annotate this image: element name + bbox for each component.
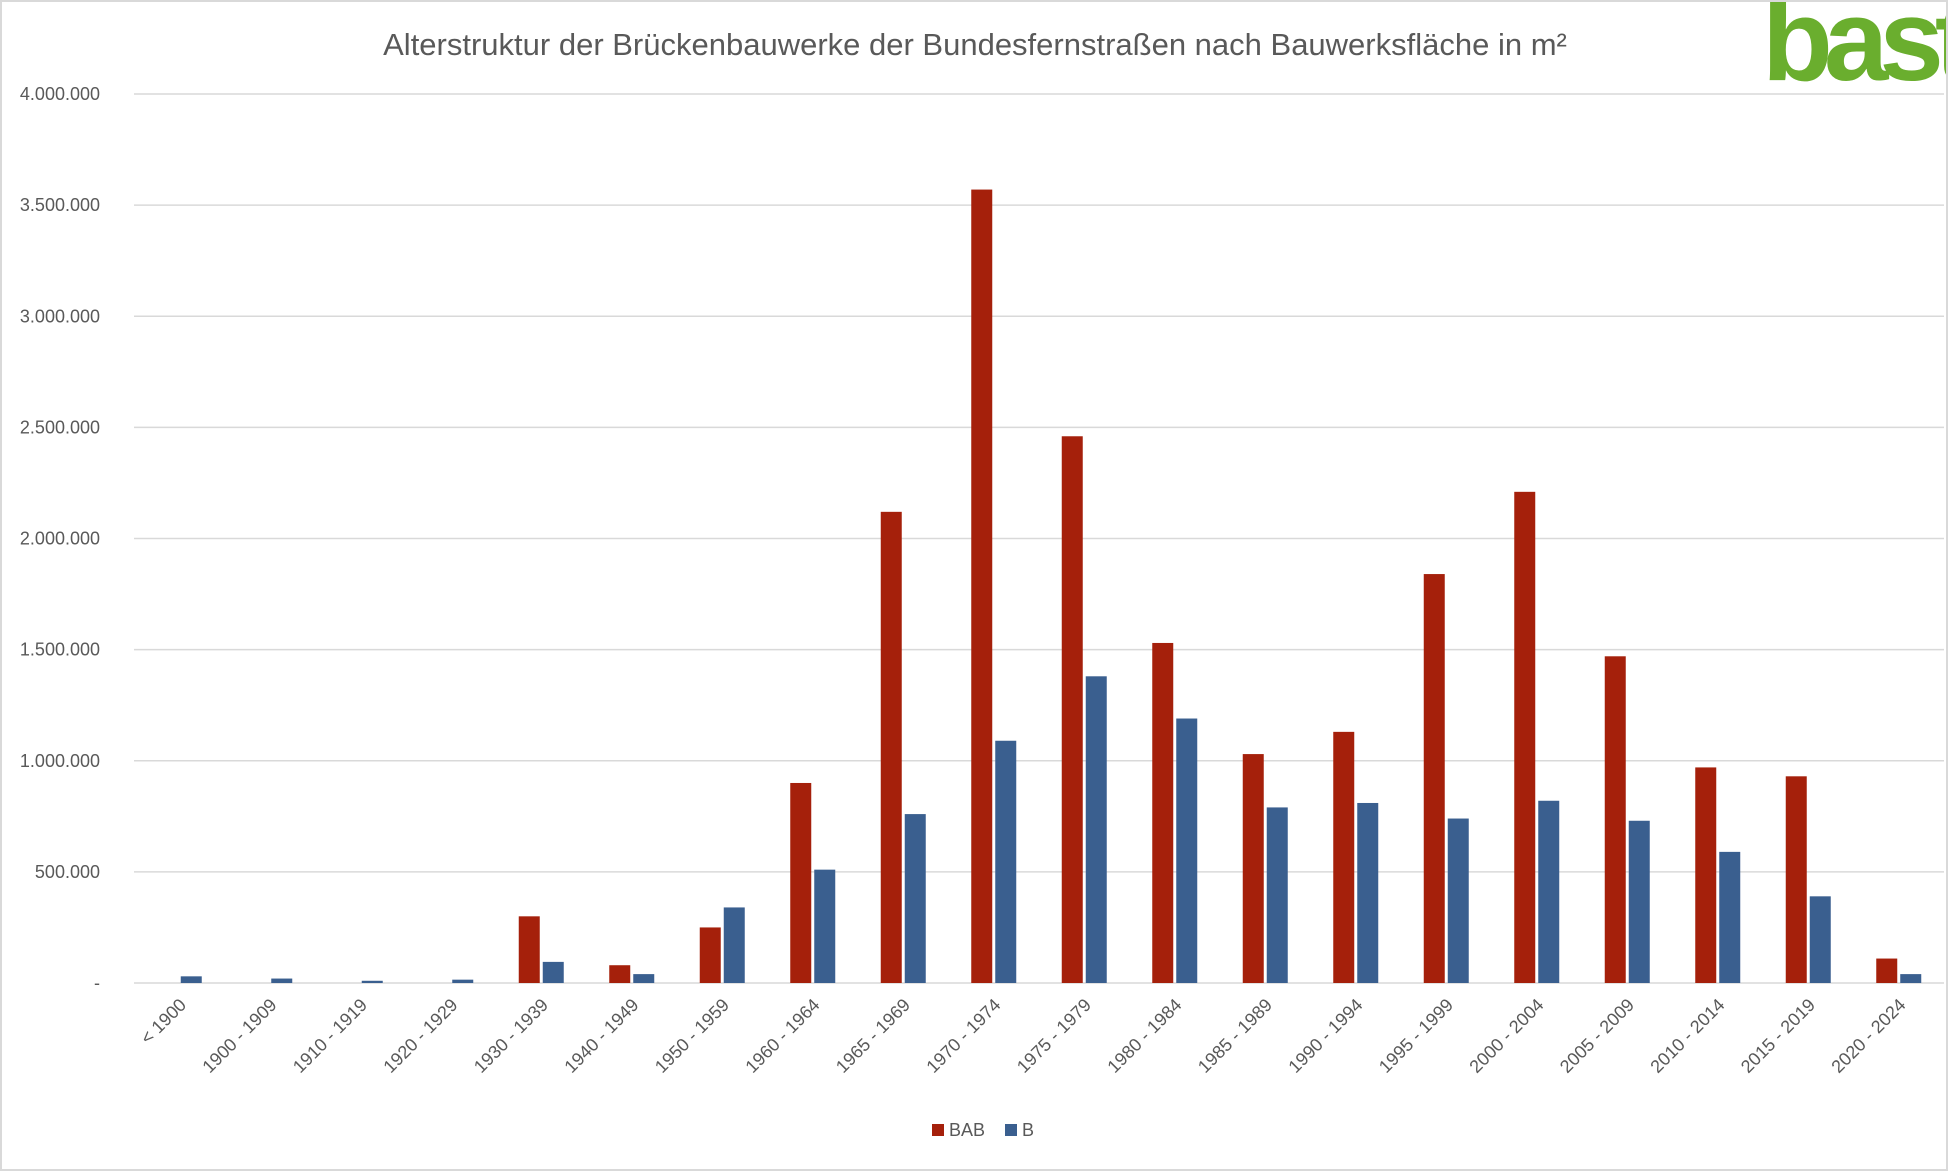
bar-bab-19	[1876, 958, 1898, 983]
bar-b-10	[1085, 676, 1107, 983]
bar-bab-13	[1333, 731, 1355, 983]
legend-label-bab: BAB	[949, 1120, 985, 1140]
x-tick-label: 1990 - 1994	[1284, 995, 1366, 1077]
gridlines	[134, 93, 1944, 984]
y-tick-label: 2.000.000	[20, 529, 100, 549]
bar-b-9	[995, 740, 1017, 983]
x-tick-label: 1920 - 1929	[379, 995, 461, 1077]
x-tick-label: 2000 - 2004	[1465, 995, 1547, 1077]
bar-bab-18	[1785, 776, 1807, 983]
legend-label-b: B	[1022, 1120, 1034, 1140]
bar-b-5	[633, 974, 655, 983]
x-tick-label: 1960 - 1964	[741, 995, 823, 1077]
bar-b-18	[1809, 896, 1831, 983]
x-tick-label: 1970 - 1974	[922, 995, 1004, 1077]
bar-bab-15	[1514, 491, 1536, 983]
y-tick-label: 1.500.000	[20, 640, 100, 660]
x-tick-label: 1910 - 1919	[289, 995, 371, 1077]
bar-b-16	[1628, 820, 1650, 983]
bar-b-1	[271, 978, 293, 983]
x-tick-label: 1930 - 1939	[470, 995, 552, 1077]
y-tick-label: 1.000.000	[20, 751, 100, 771]
bar-bab-14	[1423, 574, 1445, 983]
legend-swatch-bab	[932, 1124, 944, 1136]
bar-bab-6	[699, 927, 721, 983]
bar-b-6	[723, 907, 745, 983]
bar-b-13	[1357, 802, 1379, 983]
x-tick-label: 1975 - 1979	[1013, 995, 1095, 1077]
bar-b-19	[1900, 974, 1922, 983]
bars	[180, 189, 1922, 983]
bar-b-12	[1266, 807, 1288, 983]
bar-bab-12	[1242, 754, 1264, 983]
legend: BAB B	[932, 1120, 1034, 1140]
bar-bab-7	[790, 782, 812, 983]
x-tick-label: 1995 - 1999	[1375, 995, 1457, 1077]
y-tick-label: -	[94, 973, 100, 993]
bar-bab-11	[1152, 642, 1174, 983]
bar-bab-5	[609, 965, 631, 983]
x-tick-label: 2020 - 2024	[1827, 995, 1909, 1077]
y-tick-label: 3.000.000	[20, 306, 100, 326]
x-tick-label: 1900 - 1909	[198, 995, 280, 1077]
bar-b-0	[180, 976, 202, 983]
bar-b-7	[814, 869, 836, 983]
y-tick-label: 2.500.000	[20, 417, 100, 437]
bar-bab-17	[1695, 767, 1717, 983]
x-tick-label: 2015 - 2019	[1737, 995, 1819, 1077]
legend-swatch-b	[1005, 1124, 1017, 1136]
bar-b-14	[1447, 818, 1469, 983]
bar-b-4	[542, 961, 564, 983]
y-tick-label: 3.500.000	[20, 195, 100, 215]
x-tick-label: 1985 - 1989	[1194, 995, 1276, 1077]
y-tick-label: 4.000.000	[20, 84, 100, 104]
bar-bab-4	[518, 916, 540, 983]
y-axis-tick-labels: - 500.000 1.000.000 1.500.000 2.000.000 2.500…	[20, 84, 100, 993]
bar-bab-16	[1604, 656, 1626, 983]
x-tick-label: 1980 - 1984	[1103, 995, 1185, 1077]
x-axis-tick-labels: < 1900 1900 - 1909 1910 - 1919 1920 - 1929 1…	[137, 995, 1910, 1077]
x-tick-label: 2010 - 2014	[1646, 995, 1728, 1077]
bar-b-11	[1176, 718, 1198, 983]
x-tick-label: 1950 - 1959	[651, 995, 733, 1077]
bar-b-17	[1719, 851, 1741, 983]
bar-bab-9	[971, 189, 993, 983]
bast-logo-text: bast	[1762, 2, 1946, 105]
y-tick-label: 500.000	[35, 862, 100, 882]
chart-title: Alterstruktur der Brückenbauwerke der Bu…	[383, 27, 1567, 62]
bar-b-8	[904, 814, 926, 983]
x-tick-label: 2005 - 2009	[1556, 995, 1638, 1077]
bar-bab-10	[1061, 436, 1083, 983]
x-tick-label: 1965 - 1969	[832, 995, 914, 1077]
bar-bab-8	[880, 511, 902, 983]
x-tick-label: 1940 - 1949	[560, 995, 642, 1077]
bar-b-3	[452, 979, 474, 983]
bar-b-15	[1538, 800, 1560, 983]
bast-logo: bast	[1762, 2, 1946, 105]
bar-b-2	[361, 980, 383, 983]
x-tick-label: < 1900	[137, 995, 190, 1048]
